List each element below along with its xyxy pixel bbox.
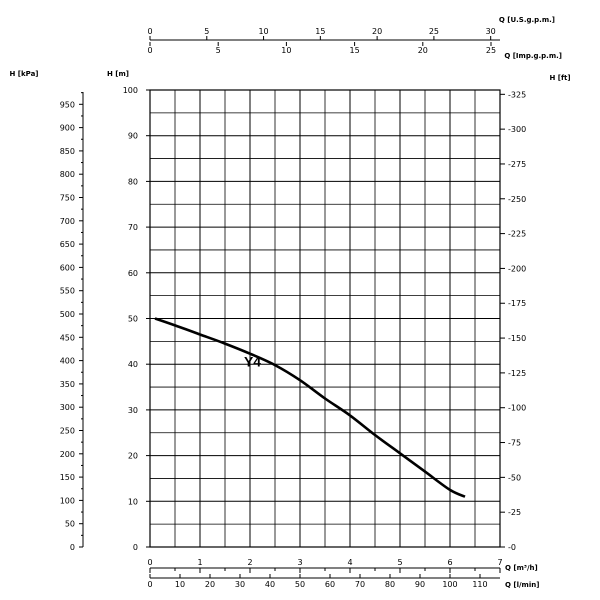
- axis-label-lmin: Q [l/min]: [505, 581, 539, 589]
- tick-label-y-m: 30: [128, 406, 138, 415]
- axis-label-m: H [m]: [107, 70, 129, 78]
- tick-label-m3h: 1: [197, 558, 202, 567]
- tick-label-m3h: 4: [347, 558, 352, 567]
- tick-label-ft: -325: [508, 90, 526, 99]
- tick-label-usgpm: 0: [147, 27, 152, 36]
- tick-label-lmin: 80: [385, 580, 395, 589]
- tick-label-m3h: 2: [247, 558, 252, 567]
- tick-label-m3h: 7: [497, 558, 502, 567]
- tick-label-kpa: 450: [60, 333, 75, 342]
- tick-label-y-m: 0: [133, 543, 138, 552]
- series-label-y4: Y4: [244, 353, 261, 369]
- tick-label-lmin: 50: [295, 580, 305, 589]
- grid: [149, 89, 501, 548]
- tick-label-kpa: 700: [60, 217, 75, 226]
- tick-label-m3h: 6: [447, 558, 452, 567]
- tick-label-kpa: 200: [60, 450, 75, 459]
- tick-label-impgpm: 5: [216, 46, 221, 55]
- tick-label-y-m: 90: [128, 132, 138, 141]
- tick-label-kpa: 950: [60, 100, 75, 109]
- series: Y4: [154, 317, 466, 498]
- tick-label-kpa: 400: [60, 357, 75, 366]
- tick-label-usgpm: 5: [204, 27, 209, 36]
- tick-label-kpa: 500: [60, 310, 75, 319]
- tick-label-kpa: 0: [70, 543, 75, 552]
- tick-label-usgpm: 20: [372, 27, 382, 36]
- tick-label-usgpm: 10: [258, 27, 268, 36]
- axis-label-ft: H [ft]: [549, 74, 570, 82]
- tick-label-ft: -200: [508, 264, 526, 273]
- tick-label-lmin: 100: [442, 580, 457, 589]
- axis-label-usgpm: Q [U.S.g.p.m.]: [499, 16, 555, 24]
- tick-label-ft: -75: [508, 439, 521, 448]
- tick-label-ft: -275: [508, 160, 526, 169]
- axis-label-impgpm: Q [Imp.g.p.m.]: [504, 52, 562, 60]
- tick-label-ft: -150: [508, 334, 526, 343]
- tick-label-ft: -25: [508, 508, 521, 517]
- tick-label-impgpm: 10: [281, 46, 291, 55]
- tick-label-ft: -50: [508, 473, 521, 482]
- tick-label-kpa: 250: [60, 427, 75, 436]
- axis-label-kpa: H [kPa]: [9, 70, 38, 78]
- tick-label-kpa: 600: [60, 263, 75, 272]
- tick-label-y-m: 50: [128, 315, 138, 324]
- tick-label-lmin: 90: [415, 580, 425, 589]
- axis-label-m3h: Q [m³/h]: [505, 564, 538, 572]
- tick-label-ft: -225: [508, 230, 526, 239]
- tick-label-kpa: 850: [60, 147, 75, 156]
- tick-label-kpa: 50: [65, 520, 75, 529]
- tick-label-m3h: 5: [397, 558, 402, 567]
- tick-label-lmin: 40: [265, 580, 275, 589]
- tick-label-ft: -250: [508, 195, 526, 204]
- tick-label-m3h: 3: [297, 558, 302, 567]
- tick-label-impgpm: 20: [418, 46, 428, 55]
- tick-label-kpa: 900: [60, 124, 75, 133]
- tick-label-kpa: 800: [60, 170, 75, 179]
- tick-label-ft: -300: [508, 125, 526, 134]
- tick-label-y-m: 60: [128, 269, 138, 278]
- tick-label-impgpm: 15: [350, 46, 360, 55]
- tick-label-kpa: 750: [60, 194, 75, 203]
- tick-label-kpa: 150: [60, 473, 75, 482]
- axes: [79, 36, 505, 579]
- axis-labels: 0102030405060708090100050100150200250300…: [9, 16, 570, 589]
- tick-label-usgpm: 25: [429, 27, 439, 36]
- tick-label-ft: -125: [508, 369, 526, 378]
- tick-label-y-m: 70: [128, 223, 138, 232]
- tick-label-kpa: 550: [60, 287, 75, 296]
- tick-label-kpa: 350: [60, 380, 75, 389]
- series-line-y4: [154, 317, 466, 498]
- tick-label-impgpm: 25: [486, 46, 496, 55]
- tick-label-m3h: 0: [147, 558, 152, 567]
- tick-label-usgpm: 15: [315, 27, 325, 36]
- tick-label-ft: -175: [508, 299, 526, 308]
- tick-label-impgpm: 0: [147, 46, 152, 55]
- tick-label-usgpm: 30: [486, 27, 496, 36]
- tick-label-lmin: 70: [355, 580, 365, 589]
- tick-label-lmin: 0: [147, 580, 152, 589]
- tick-label-y-m: 80: [128, 177, 138, 186]
- tick-label-ft: -100: [508, 404, 526, 413]
- tick-label-kpa: 100: [60, 496, 75, 505]
- tick-label-lmin: 10: [175, 580, 185, 589]
- tick-label-y-m: 20: [128, 452, 138, 461]
- tick-label-y-m: 100: [123, 86, 138, 95]
- tick-label-ft: -0: [508, 543, 516, 552]
- tick-label-lmin: 60: [325, 580, 335, 589]
- tick-label-kpa: 300: [60, 403, 75, 412]
- tick-label-y-m: 10: [128, 497, 138, 506]
- tick-label-lmin: 110: [472, 580, 487, 589]
- tick-label-y-m: 40: [128, 360, 138, 369]
- tick-label-lmin: 20: [205, 580, 215, 589]
- tick-label-lmin: 30: [235, 580, 245, 589]
- tick-label-kpa: 650: [60, 240, 75, 249]
